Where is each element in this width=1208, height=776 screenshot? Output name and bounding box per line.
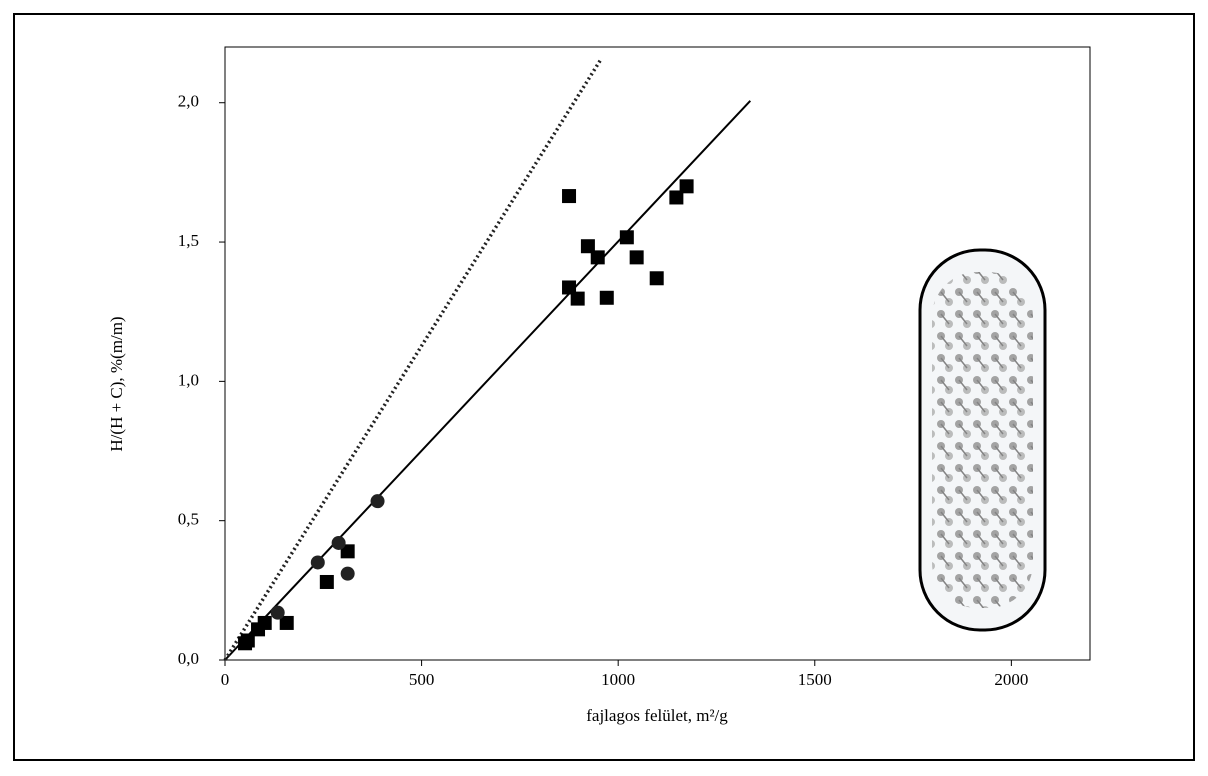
fit-line (224, 100, 752, 661)
point (257, 615, 272, 630)
point (240, 633, 255, 648)
point (570, 291, 585, 306)
fit-line (223, 57, 604, 661)
x-tick-label: 0 (221, 670, 230, 689)
point (679, 179, 694, 194)
point (669, 190, 684, 205)
point (649, 271, 664, 286)
y-axis-title: H/(H + C), %(m/m) (107, 316, 126, 451)
y-tick-label: 0,5 (178, 510, 199, 529)
point (270, 605, 285, 620)
point (331, 535, 346, 550)
y-tick-label: 1,5 (178, 231, 199, 250)
frame (13, 13, 1195, 761)
point (619, 230, 634, 245)
point (580, 239, 595, 254)
x-axis-title: fajlagos felület, m²/g (586, 706, 728, 725)
y-tick-label: 2,0 (178, 92, 199, 111)
point (340, 566, 355, 581)
y-tick-label: 1,0 (178, 370, 199, 389)
point (629, 250, 644, 265)
point (319, 574, 334, 589)
point (279, 615, 294, 630)
point (599, 290, 614, 305)
point (340, 544, 355, 559)
point (310, 555, 325, 570)
x-tick-label: 500 (409, 670, 435, 689)
y-tick-label: 0,0 (178, 649, 199, 668)
point (370, 494, 385, 509)
point (562, 189, 577, 204)
nanotube-illustration (918, 248, 1047, 632)
x-tick-label: 1000 (601, 670, 635, 689)
plot-area (224, 46, 1091, 661)
x-tick-label: 2000 (994, 670, 1028, 689)
point (562, 280, 577, 295)
point (590, 250, 605, 265)
x-tick-label: 1500 (798, 670, 832, 689)
